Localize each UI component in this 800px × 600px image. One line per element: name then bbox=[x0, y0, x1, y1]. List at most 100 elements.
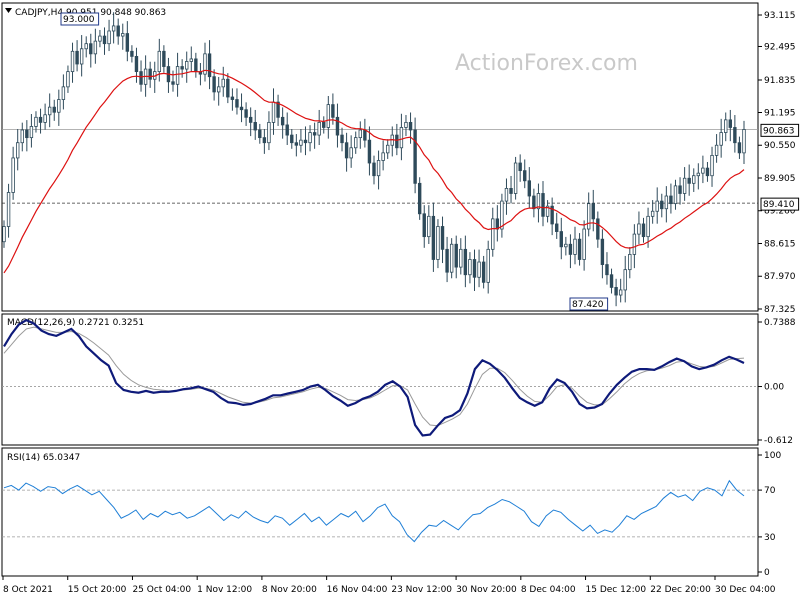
price-y-tick-label: 89.905 bbox=[764, 174, 796, 184]
candle-body bbox=[221, 78, 225, 88]
candle-body bbox=[678, 185, 682, 194]
x-tick-label: 23 Nov 12:00 bbox=[391, 585, 452, 595]
rsi-panel-frame bbox=[1, 447, 759, 577]
candle-body bbox=[710, 154, 714, 177]
macd-y-axis: 0.7388 0.00 -0.612 bbox=[2, 318, 796, 446]
high-label: 93.000 bbox=[63, 15, 95, 25]
x-tick-label: 30 Dec 04:00 bbox=[715, 585, 776, 595]
candle-body bbox=[335, 116, 340, 136]
candle-body bbox=[230, 96, 235, 100]
candle-body bbox=[559, 231, 563, 248]
candle-body bbox=[440, 226, 445, 250]
candle-body bbox=[194, 58, 198, 73]
candle-body bbox=[25, 129, 29, 139]
x-axis: 8 Oct 2021 15 Oct 20:00 25 Oct 04:00 1 Nov … bbox=[2, 576, 776, 595]
rsi-label: RSI(14) 65.0347 bbox=[7, 453, 80, 463]
macd-y-tick-label: -0.612 bbox=[764, 436, 793, 446]
macd-line bbox=[3, 318, 745, 437]
candle-body bbox=[614, 287, 618, 296]
candle-body bbox=[527, 180, 532, 197]
candle-body bbox=[180, 66, 184, 70]
candle-body bbox=[555, 223, 559, 232]
candle-body bbox=[20, 129, 24, 144]
candle-body bbox=[568, 243, 573, 255]
candle-body bbox=[427, 215, 431, 238]
price-y-axis: 93.115 92.495 91.835 91.195 90.550 89.905 89.2… bbox=[758, 11, 796, 315]
candle-body bbox=[111, 25, 116, 32]
candle-body bbox=[43, 114, 47, 123]
price-level-lines bbox=[2, 128, 758, 204]
candle-body bbox=[89, 43, 93, 55]
x-tick-label: 22 Dec 20:00 bbox=[650, 585, 711, 595]
candle-body bbox=[203, 53, 207, 75]
candle-body bbox=[61, 86, 66, 100]
candle-body bbox=[577, 238, 582, 260]
candle-body bbox=[38, 116, 43, 123]
candle-body bbox=[728, 119, 732, 128]
candle-body bbox=[134, 55, 139, 73]
candle-body bbox=[331, 104, 335, 118]
candle-body bbox=[445, 248, 449, 273]
candle-body bbox=[623, 269, 627, 291]
candle-body bbox=[344, 142, 349, 159]
candle-body bbox=[258, 129, 262, 139]
level-label: 89.410 bbox=[763, 200, 795, 210]
candle-body bbox=[381, 152, 385, 161]
candle-body bbox=[107, 30, 111, 45]
x-tick-label: 30 Nov 20:00 bbox=[456, 585, 517, 595]
candle-body bbox=[66, 71, 70, 88]
rsi-y-tick-label: 30 bbox=[764, 533, 776, 543]
candle-body bbox=[299, 139, 303, 146]
candle-body bbox=[660, 200, 664, 210]
candle-body bbox=[486, 248, 490, 283]
macd-y-tick-label: 0.00 bbox=[764, 383, 784, 393]
rsi-y-axis: 100 70 30 0 bbox=[2, 451, 781, 578]
x-tick-label: 15 Dec 12:00 bbox=[586, 585, 647, 595]
candle-body bbox=[16, 142, 20, 159]
candle-body bbox=[719, 132, 723, 146]
candle-body bbox=[605, 264, 609, 276]
candle-body bbox=[376, 160, 381, 177]
watermark: ActionForex.com bbox=[455, 51, 638, 76]
candle-body bbox=[586, 203, 591, 230]
candle-body bbox=[216, 86, 221, 93]
candle-body bbox=[742, 129, 746, 154]
candle-body bbox=[673, 185, 678, 205]
candle-body bbox=[121, 33, 125, 37]
candle-body bbox=[271, 101, 276, 123]
price-y-tick-label: 89.260 bbox=[764, 207, 796, 217]
x-tick-label: 25 Oct 04:00 bbox=[132, 585, 191, 595]
candle-body bbox=[692, 175, 696, 184]
moving-average-line bbox=[3, 69, 745, 274]
candle-body bbox=[701, 167, 705, 174]
candle-body bbox=[481, 261, 486, 283]
candle-body bbox=[262, 137, 267, 144]
candle-body bbox=[449, 243, 454, 273]
candle-body bbox=[207, 53, 212, 78]
candle-body bbox=[34, 116, 38, 127]
x-tick-label: 8 Nov 20:00 bbox=[262, 585, 317, 595]
candle-body bbox=[491, 218, 495, 250]
candle-body bbox=[57, 99, 61, 113]
candle-body bbox=[641, 223, 646, 238]
candle-body bbox=[714, 144, 719, 156]
candle-body bbox=[431, 215, 436, 260]
candle-body bbox=[2, 226, 6, 243]
candle-body bbox=[399, 127, 404, 149]
candle-body bbox=[573, 238, 577, 255]
macd-series bbox=[3, 318, 745, 437]
candle-body bbox=[162, 50, 166, 67]
candle-body bbox=[513, 162, 518, 194]
candle-body bbox=[70, 50, 75, 73]
rsi-series bbox=[3, 479, 745, 543]
candle-body bbox=[322, 121, 326, 128]
candle-body bbox=[664, 195, 669, 210]
candle-body bbox=[518, 162, 522, 172]
candle-body bbox=[171, 81, 175, 85]
candle-body bbox=[93, 40, 98, 55]
candle-body bbox=[212, 76, 216, 93]
collapse-triangle-icon[interactable] bbox=[5, 8, 12, 13]
candle-body bbox=[148, 68, 152, 80]
candle-body bbox=[596, 218, 600, 240]
